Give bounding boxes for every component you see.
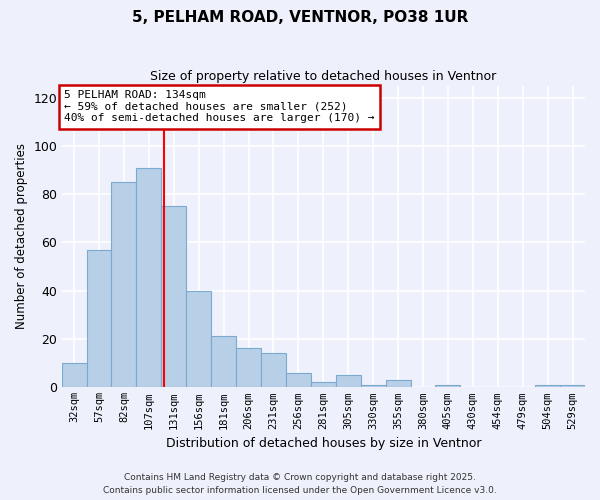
Y-axis label: Number of detached properties: Number of detached properties xyxy=(15,144,28,330)
Bar xyxy=(186,290,211,387)
Bar xyxy=(86,250,112,387)
Bar xyxy=(136,168,161,387)
Bar xyxy=(386,380,410,387)
Bar xyxy=(236,348,261,387)
Bar xyxy=(286,372,311,387)
Bar xyxy=(535,384,560,387)
Text: Contains HM Land Registry data © Crown copyright and database right 2025.
Contai: Contains HM Land Registry data © Crown c… xyxy=(103,474,497,495)
Text: 5 PELHAM ROAD: 134sqm
← 59% of detached houses are smaller (252)
40% of semi-det: 5 PELHAM ROAD: 134sqm ← 59% of detached … xyxy=(64,90,375,124)
Bar xyxy=(112,182,136,387)
Title: Size of property relative to detached houses in Ventnor: Size of property relative to detached ho… xyxy=(150,70,496,83)
Bar xyxy=(311,382,336,387)
Bar xyxy=(62,363,86,387)
X-axis label: Distribution of detached houses by size in Ventnor: Distribution of detached houses by size … xyxy=(166,437,481,450)
Bar xyxy=(261,353,286,387)
Bar xyxy=(161,206,186,387)
Bar xyxy=(361,384,386,387)
Bar xyxy=(436,384,460,387)
Bar xyxy=(560,384,585,387)
Text: 5, PELHAM ROAD, VENTNOR, PO38 1UR: 5, PELHAM ROAD, VENTNOR, PO38 1UR xyxy=(132,10,468,25)
Bar xyxy=(336,375,361,387)
Bar xyxy=(211,336,236,387)
